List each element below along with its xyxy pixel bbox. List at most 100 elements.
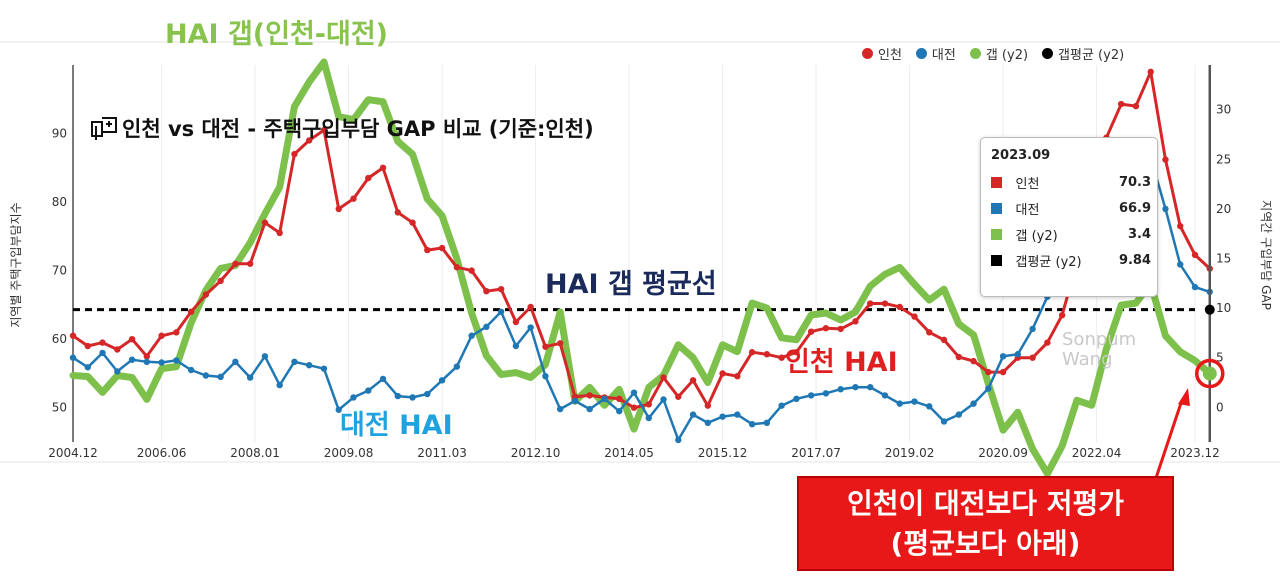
point-daejeon xyxy=(261,353,269,360)
point-incheon xyxy=(675,393,682,400)
legend-gap-label: 갭 (y2) xyxy=(985,48,1029,63)
point-daejeon xyxy=(955,411,962,418)
point-daejeon xyxy=(704,419,712,427)
tooltip-row-incheon: 인천 70.3 xyxy=(991,172,1151,192)
watermark-line1: Sonpum xyxy=(1062,329,1137,350)
legend-incheon-label: 인천 xyxy=(878,48,902,63)
legend-item-gap-avg[interactable]: 갭평균 (y2) xyxy=(1042,44,1124,63)
y2-tick-label: 25 xyxy=(1216,152,1231,166)
point-daejeon xyxy=(335,406,342,413)
legend-item-gap[interactable]: 갭 (y2) xyxy=(969,44,1029,63)
point-daejeon xyxy=(246,374,254,381)
point-incheon xyxy=(527,303,534,311)
point-daejeon xyxy=(616,407,623,415)
point-incheon xyxy=(468,267,475,274)
point-incheon xyxy=(69,332,77,339)
point-incheon xyxy=(896,303,903,311)
point-daejeon xyxy=(143,358,151,366)
tooltip-name: 인천 xyxy=(1015,176,1040,192)
callout-line2: (평균보다 아래) xyxy=(890,527,1081,560)
tooltip-swatch xyxy=(991,228,1002,240)
point-daejeon xyxy=(114,368,121,375)
point-incheon xyxy=(350,195,357,202)
x-tick-label: 2011.03 xyxy=(417,446,467,460)
point-daejeon xyxy=(379,375,387,383)
x-tick-label: 2017.07 xyxy=(791,446,841,460)
point-daejeon xyxy=(940,418,948,425)
point-incheon xyxy=(911,313,918,320)
point-incheon xyxy=(246,260,254,267)
point-daejeon xyxy=(217,373,224,381)
point-incheon xyxy=(99,339,106,346)
point-daejeon xyxy=(807,392,815,399)
point-incheon xyxy=(1132,102,1140,110)
point-incheon xyxy=(497,285,505,293)
point-incheon xyxy=(940,336,948,344)
legend-gap-avg-dot xyxy=(1042,48,1054,59)
tooltip-value: 66.9 xyxy=(1118,200,1152,216)
callout-arrow-shaft xyxy=(1154,399,1184,479)
point-incheon xyxy=(453,264,461,271)
point-daejeon xyxy=(778,402,785,409)
point-daejeon xyxy=(276,381,283,389)
point-daejeon xyxy=(84,364,91,371)
point-incheon xyxy=(999,368,1007,376)
y2-tick-label: 5 xyxy=(1216,351,1224,365)
point-daejeon xyxy=(556,405,564,413)
point-daejeon xyxy=(660,396,667,403)
y2-tick-label: 15 xyxy=(1216,251,1231,265)
point-incheon xyxy=(1058,311,1066,319)
callout-box: 인천이 대전보다 저평가 (평균보다 아래) xyxy=(797,476,1174,571)
y2-tick-label: 20 xyxy=(1216,202,1231,216)
point-daejeon xyxy=(483,323,490,331)
point-incheon xyxy=(970,357,977,365)
point-incheon xyxy=(291,150,298,158)
x-tick-label: 2023.12 xyxy=(1170,446,1220,460)
tooltip-name: 갭평균 (y2) xyxy=(1015,254,1082,270)
point-daejeon xyxy=(99,349,106,357)
point-incheon xyxy=(114,346,121,353)
watermark-line2: Wang xyxy=(1062,349,1113,370)
point-daejeon xyxy=(527,324,534,331)
x-tick-label: 2014.05 xyxy=(604,446,654,460)
tooltip-row-gap-avg: 갭평균 (y2) 9.84 xyxy=(991,250,1151,270)
x-tick-label: 2004.12 xyxy=(48,446,98,460)
highlight-circle xyxy=(1195,358,1225,389)
point-daejeon xyxy=(852,383,859,391)
point-incheon xyxy=(394,209,401,216)
point-daejeon xyxy=(409,394,416,401)
tooltip-name: 대전 xyxy=(1015,202,1040,218)
legend-item-daejeon[interactable]: 대전 xyxy=(915,44,956,63)
point-daejeon xyxy=(512,342,520,350)
series-daejeon-line xyxy=(71,156,1212,442)
point-daejeon xyxy=(306,362,313,369)
legend-daejeon-label: 대전 xyxy=(931,48,956,63)
tooltip-swatch xyxy=(991,176,1002,188)
point-daejeon xyxy=(985,385,992,392)
point-daejeon xyxy=(453,363,461,370)
point-daejeon xyxy=(675,436,682,444)
point-incheon xyxy=(867,300,874,307)
point-daejeon xyxy=(542,372,549,380)
point-incheon xyxy=(822,325,830,332)
y-tick-label: 80 xyxy=(52,195,67,209)
point-daejeon xyxy=(793,395,800,403)
point-daejeon xyxy=(497,308,505,315)
point-incheon xyxy=(232,260,239,267)
point-daejeon xyxy=(822,390,830,397)
point-incheon xyxy=(483,288,490,295)
tooltip-value: 70.3 xyxy=(1118,174,1152,190)
legend-item-incheon[interactable]: 인천 xyxy=(862,44,902,63)
point-incheon xyxy=(320,126,328,134)
point-daejeon xyxy=(911,398,918,405)
point-incheon xyxy=(1162,156,1169,163)
point-incheon xyxy=(276,229,283,237)
legend: 인천 대전 갭 (y2) 갭평균 (y2) xyxy=(862,44,1124,63)
tooltip-swatch xyxy=(991,254,1002,266)
x-tick-label: 2008.01 xyxy=(230,446,280,460)
y2-tick-label: 30 xyxy=(1216,103,1231,117)
point-incheon xyxy=(84,342,91,350)
point-daejeon xyxy=(601,395,608,403)
point-incheon xyxy=(556,340,564,347)
point-daejeon xyxy=(320,365,328,372)
